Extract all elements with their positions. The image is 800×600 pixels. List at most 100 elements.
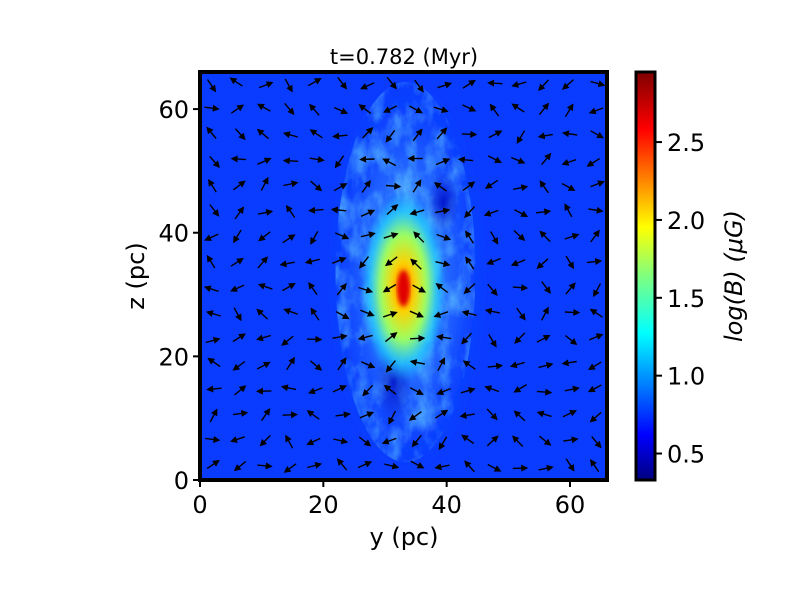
field-arrow <box>538 79 550 92</box>
field-arrow <box>232 409 249 417</box>
field-arrow <box>384 332 398 343</box>
field-arrow <box>304 257 320 265</box>
field-arrow <box>409 105 423 114</box>
magnetic-field-structure <box>329 76 486 477</box>
field-arrow <box>586 258 603 266</box>
field-arrow <box>564 103 574 118</box>
field-arrow <box>309 156 325 163</box>
field-arrow <box>461 309 477 317</box>
field-arrow <box>336 283 347 296</box>
field-arrow <box>509 361 525 369</box>
field-arrow <box>362 127 374 139</box>
field-arrow <box>460 387 476 394</box>
field-arrow <box>383 384 397 395</box>
field-arrow <box>487 362 504 370</box>
field-arrow <box>512 284 529 292</box>
field-arrow <box>233 460 247 472</box>
field-arrow <box>229 77 243 87</box>
field-arrow <box>230 257 244 267</box>
field-arrow <box>457 156 474 164</box>
field-arrow <box>310 230 319 245</box>
y-axis: 0 20 40 60 <box>158 96 200 495</box>
field-arrow <box>337 357 347 371</box>
field-arrow <box>462 79 476 89</box>
chart-title: t=0.782 (Myr) <box>330 45 478 69</box>
field-arrow <box>282 157 299 165</box>
field-arrow <box>308 206 324 214</box>
field-arrow <box>257 283 273 290</box>
colorbar-ticks: 0.5 1.0 1.5 2.0 2.5 <box>655 129 705 469</box>
field-arrow <box>358 104 372 114</box>
field-arrow <box>536 258 549 270</box>
x-tick-label: 60 <box>555 491 586 519</box>
field-arrow <box>513 384 527 393</box>
field-arrow <box>436 333 452 341</box>
colorbar-gradient <box>634 70 657 482</box>
field-arrow <box>281 335 294 346</box>
field-arrow <box>283 463 297 473</box>
field-arrow <box>564 233 580 240</box>
field-arrow <box>435 283 449 294</box>
field-arrow <box>488 130 503 139</box>
field-arrow <box>464 206 476 219</box>
field-arrow <box>361 179 371 193</box>
field-arrow <box>486 408 498 421</box>
field-arrow <box>434 463 450 471</box>
field-arrow <box>282 283 296 292</box>
field-arrow <box>436 127 448 140</box>
field-arrow <box>412 284 427 293</box>
field-arrow <box>565 255 575 270</box>
field-arrow <box>279 260 295 268</box>
field-arrow <box>513 229 526 242</box>
field-peak <box>397 270 410 307</box>
field-arrow <box>464 460 475 473</box>
field-arrow <box>385 360 396 373</box>
field-arrow <box>209 408 218 423</box>
field-arrow <box>487 79 503 87</box>
field-arrow <box>332 256 347 264</box>
field-arrow <box>385 129 396 143</box>
field-arrow <box>230 436 245 443</box>
field-arrow <box>336 458 348 471</box>
field-arrow <box>538 435 552 446</box>
field-arrow <box>384 256 398 267</box>
field-arrow <box>257 157 272 165</box>
field-arrow <box>257 256 269 269</box>
field-arrow <box>434 207 451 215</box>
field-arrow <box>483 209 499 217</box>
field-arrow <box>306 410 320 420</box>
field-arrow <box>206 79 217 93</box>
field-arrow <box>260 176 269 191</box>
field-arrow <box>538 464 554 472</box>
field-arrow <box>486 257 501 265</box>
field-arrow <box>381 437 397 445</box>
field-arrow <box>386 204 399 216</box>
field-arrow <box>388 410 397 425</box>
y-tick-label: 40 <box>158 220 189 248</box>
field-arrow <box>310 180 323 192</box>
field-arrow <box>284 102 295 116</box>
field-arrow <box>512 435 524 447</box>
colorbar-label: log(B) (μG) <box>720 210 748 342</box>
field-arrow <box>205 336 221 344</box>
field-arrow <box>588 206 604 214</box>
heatmap-plot <box>200 72 607 480</box>
field-arrow <box>230 104 245 114</box>
field-arrow <box>359 256 370 269</box>
field-arrow <box>588 107 604 115</box>
field-arrow <box>487 283 498 296</box>
field-arrow <box>204 104 220 112</box>
field-arrow <box>511 81 527 88</box>
field-arrow <box>256 103 271 112</box>
field-arrow <box>358 436 372 447</box>
field-arrow <box>539 180 549 194</box>
field-arrow <box>435 260 451 268</box>
field-arrow <box>382 283 397 293</box>
field-arrow <box>461 130 478 138</box>
field-arrow <box>459 411 475 419</box>
field-arrow <box>383 232 399 239</box>
field-arrow <box>307 387 323 395</box>
colorbar: 0.5 1.0 1.5 2.0 2.5 log(B) (μG) <box>634 70 748 482</box>
field-arrow <box>230 155 247 163</box>
field-arrow <box>514 332 526 344</box>
